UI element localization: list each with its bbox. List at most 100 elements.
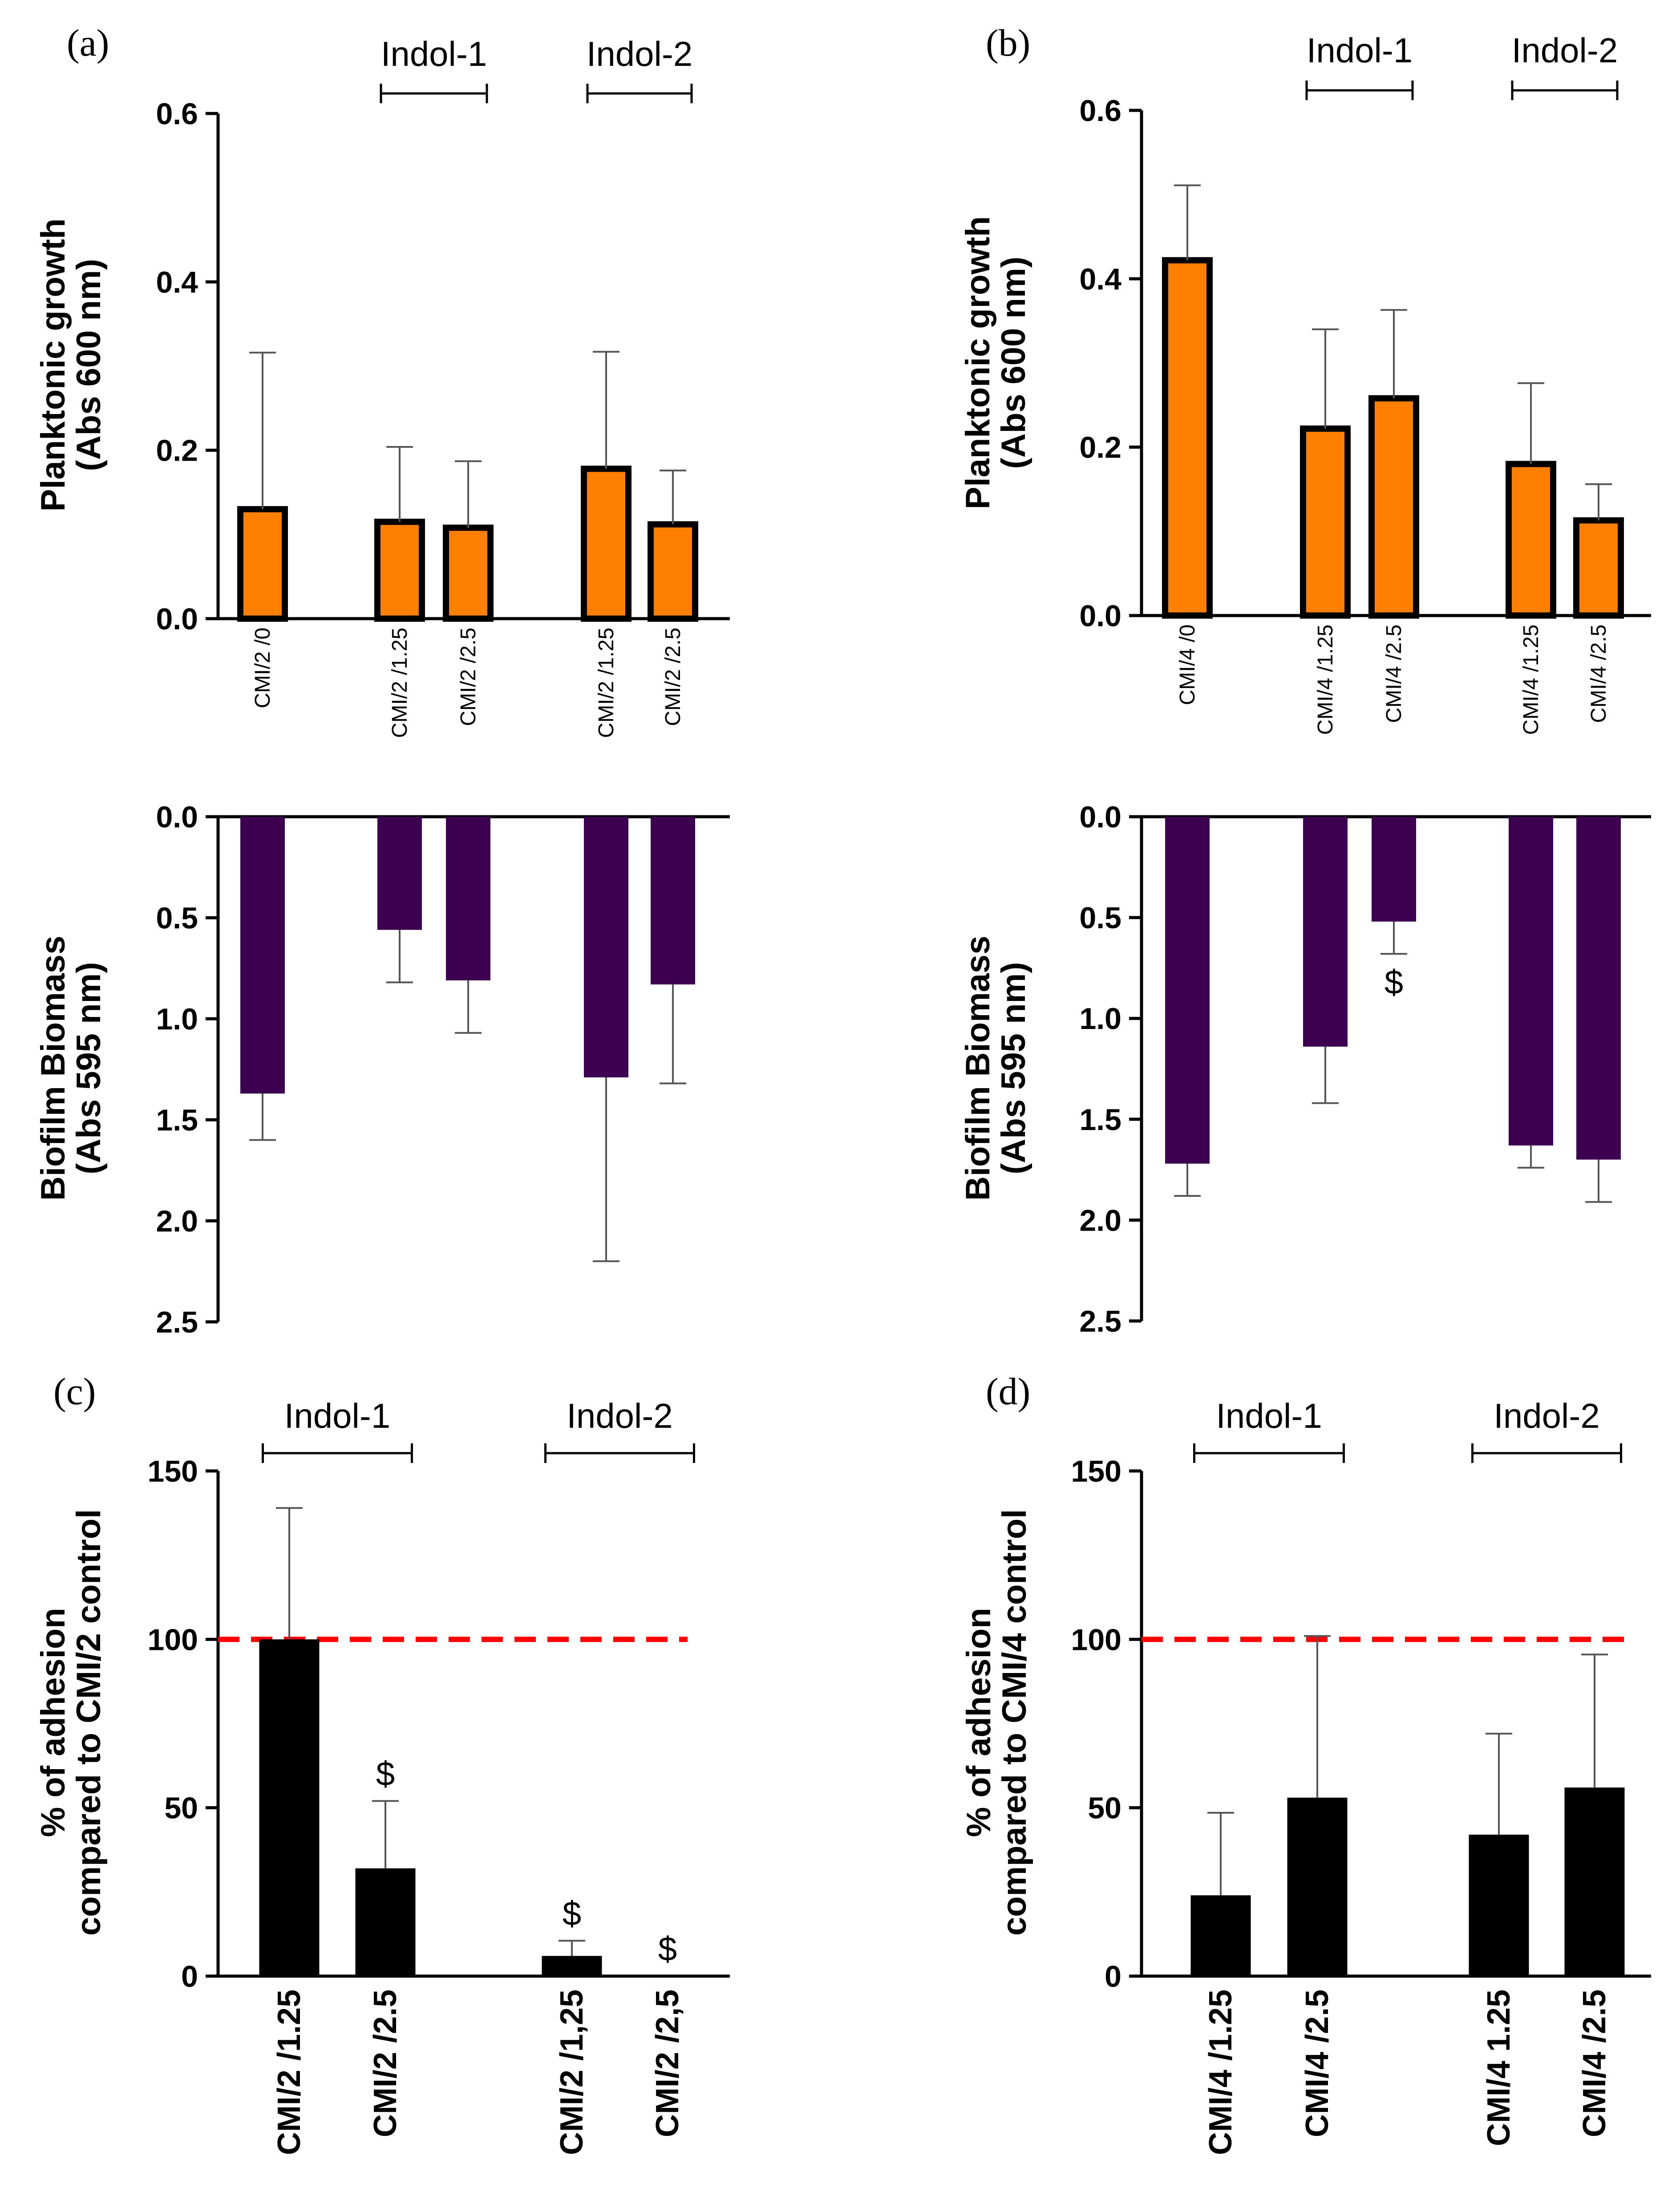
bar <box>377 817 422 930</box>
bar <box>240 817 285 1094</box>
y-tick-label: 0.5 <box>156 901 198 935</box>
significance-marker: $ <box>658 1930 677 1968</box>
y-tick-label: 2.0 <box>1079 1203 1121 1237</box>
bar <box>446 817 490 980</box>
bar <box>1190 1895 1251 1976</box>
y-tick-label: 1.5 <box>156 1103 198 1137</box>
category-label: CMI/4 /0 <box>1176 624 1199 705</box>
category-label: CMI/2 /0 <box>251 628 275 708</box>
bar <box>1506 461 1556 619</box>
group-label: Indol-2 <box>1494 1396 1600 1435</box>
bar <box>542 1956 602 1976</box>
y-tick-label: 2.5 <box>1079 1305 1121 1338</box>
y-axis-label: (Abs 595 nm) <box>70 962 108 1174</box>
category-label: CMI/4 1.25 <box>1481 1989 1517 2146</box>
y-tick-label: 0 <box>181 1960 198 1993</box>
y-axis-label: Planktonic growth <box>34 219 72 512</box>
y-tick-label: 0.2 <box>1079 431 1121 465</box>
y-tick-label: 0.2 <box>156 434 198 468</box>
category-label: CMI/2 /2,5 <box>650 1989 685 2137</box>
category-label: CMI/2 /1,25 <box>554 1989 590 2155</box>
y-tick-label: 2.5 <box>156 1305 198 1339</box>
group-label: Indol-2 <box>567 1396 673 1435</box>
bar <box>1287 1797 1348 1976</box>
bar <box>1162 257 1213 619</box>
y-axis-label: Biofilm Biomass <box>959 936 997 1200</box>
bar <box>1165 817 1210 1164</box>
category-label: CMI/4 /2.5 <box>1577 1989 1612 2137</box>
panel-label: (d) <box>986 1370 1030 1413</box>
y-tick-label: 0.0 <box>156 800 198 834</box>
y-tick-label: 0.0 <box>1079 800 1121 834</box>
bar <box>584 817 628 1078</box>
y-axis-label: % of adhesion <box>34 1608 72 1837</box>
bar <box>374 519 425 622</box>
y-tick-label: 1.5 <box>1079 1103 1121 1137</box>
category-label: CMI/4 /1.25 <box>1519 624 1543 735</box>
bar <box>581 466 632 622</box>
group-label: Indol-1 <box>284 1396 391 1435</box>
group-label: Indol-1 <box>1216 1396 1322 1435</box>
significance-marker: $ <box>563 1895 581 1933</box>
panel-label: (c) <box>53 1370 96 1413</box>
category-label: CMI/2 /2.5 <box>661 628 685 726</box>
y-axis-label: compared to CMI/4 control <box>996 1509 1033 1936</box>
y-tick-label: 0.6 <box>156 97 198 131</box>
category-label: CMI/4 /1.25 <box>1203 1989 1239 2155</box>
bar <box>1368 395 1419 619</box>
bar <box>1573 517 1624 619</box>
y-tick-label: 1.0 <box>1079 1002 1121 1036</box>
y-tick-label: 0.5 <box>1079 901 1121 935</box>
y-tick-label: 100 <box>1071 1623 1121 1657</box>
category-label: CMI/4 /2.5 <box>1299 1989 1335 2137</box>
bar <box>648 521 698 622</box>
bar <box>259 1639 320 1976</box>
y-tick-label: 150 <box>1071 1454 1121 1488</box>
y-tick-label: 150 <box>148 1454 198 1488</box>
category-label: CMI/4 /1.25 <box>1314 624 1337 735</box>
panel-label: (a) <box>67 21 109 64</box>
category-label: CMI/2 /1.25 <box>271 1989 307 2155</box>
y-axis-label: (Abs 595 nm) <box>995 962 1032 1174</box>
category-label: CMI/4 /2.5 <box>1587 624 1611 723</box>
category-label: CMI/4 /2.5 <box>1382 624 1406 723</box>
y-tick-label: 0.4 <box>156 265 198 299</box>
category-label: CMI/2 /1.25 <box>388 628 412 738</box>
category-label: CMI/2 /2.5 <box>457 628 480 726</box>
significance-marker: $ <box>376 1755 395 1793</box>
y-tick-label: 50 <box>1088 1791 1121 1825</box>
y-axis-label: Planktonic growth <box>959 216 997 510</box>
y-tick-label: 0.0 <box>156 602 198 636</box>
bar <box>1300 425 1351 619</box>
significance-marker: $ <box>1384 964 1403 1001</box>
bar <box>1509 817 1553 1146</box>
category-label: CMI/2 /2.5 <box>368 1989 403 2137</box>
panel-label: (b) <box>986 21 1030 64</box>
bar <box>1303 817 1348 1047</box>
bar <box>1576 817 1621 1160</box>
group-label: Indol-1 <box>381 34 487 73</box>
y-tick-label: 2.0 <box>156 1204 198 1238</box>
y-axis-label: (Abs 600 nm) <box>995 256 1032 469</box>
y-tick-label: 50 <box>164 1791 198 1825</box>
y-tick-label: 1.0 <box>156 1002 198 1036</box>
y-tick-label: 100 <box>148 1623 198 1657</box>
y-tick-label: 0.4 <box>1079 262 1121 296</box>
group-label: Indol-2 <box>587 34 693 73</box>
group-label: Indol-2 <box>1512 31 1618 70</box>
y-axis-label: % of adhesion <box>960 1608 998 1837</box>
y-tick-label: 0.6 <box>1079 94 1121 128</box>
bar <box>237 506 288 622</box>
y-axis-label: compared to CMI/2 control <box>70 1509 108 1936</box>
bar <box>651 817 695 984</box>
bar <box>1564 1787 1625 1976</box>
group-label: Indol-1 <box>1307 31 1413 70</box>
category-label: CMI/2 /1.25 <box>595 628 618 738</box>
y-tick-label: 0 <box>1105 1960 1121 1993</box>
bar <box>443 524 494 622</box>
y-axis-label: Biofilm Biomass <box>34 936 72 1200</box>
y-tick-label: 0.0 <box>1079 599 1121 633</box>
bar <box>1469 1835 1529 1976</box>
